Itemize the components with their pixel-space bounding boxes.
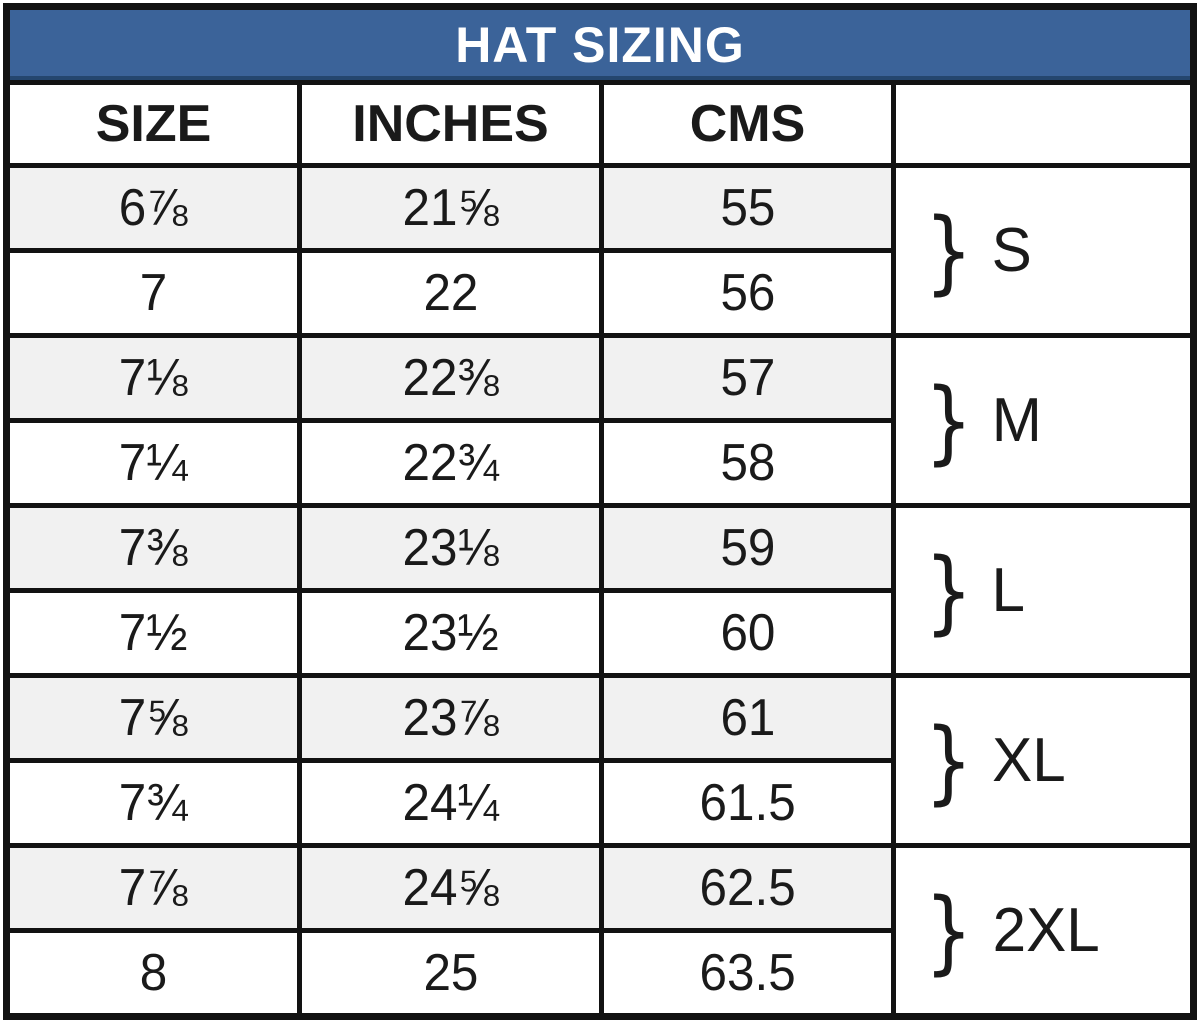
cms-cell: 55: [604, 168, 891, 248]
cms-cell: 62.5: [604, 848, 891, 928]
col-header-cms: CMS: [604, 85, 891, 163]
brace-glyph: }: [924, 367, 973, 474]
size-group-label: M: [992, 386, 1043, 455]
size-group-cell-xl: } XL: [896, 678, 1190, 843]
size-cell: 7⅞: [10, 848, 297, 928]
size-group-label: L: [991, 556, 1026, 625]
size-cell: 7¼: [10, 423, 297, 503]
col-header-group: [896, 85, 1190, 163]
cms-cell: 61: [604, 678, 891, 758]
col-header-inches: INCHES: [302, 85, 599, 163]
size-cell: 7⅛: [10, 338, 297, 418]
inches-cell: 23⅛: [302, 508, 599, 588]
table-title: HAT SIZING: [10, 10, 1190, 80]
size-cell: 8: [10, 933, 297, 1013]
cms-cell: 59: [604, 508, 891, 588]
size-group-label: S: [992, 216, 1033, 285]
cms-cell: 56: [604, 253, 891, 333]
col-header-size: SIZE: [10, 85, 297, 163]
size-group-cell-m: } M: [896, 338, 1190, 503]
inches-cell: 24⅝: [302, 848, 599, 928]
cms-cell: 57: [604, 338, 891, 418]
inches-cell: 21⅝: [302, 168, 599, 248]
inches-cell: 23½: [302, 593, 599, 673]
size-group-cell-l: } L: [896, 508, 1190, 673]
size-group-cell-s: } S: [896, 168, 1190, 333]
size-cell: 6⅞: [10, 168, 297, 248]
inches-cell: 22: [302, 253, 599, 333]
cms-cell: 58: [604, 423, 891, 503]
size-group-label: 2XL: [993, 896, 1101, 965]
inches-cell: 23⅞: [302, 678, 599, 758]
brace-glyph: }: [924, 877, 973, 984]
size-cell: 7⅝: [10, 678, 297, 758]
size-cell: 7½: [10, 593, 297, 673]
brace-glyph: }: [924, 197, 973, 304]
inches-cell: 24¼: [302, 763, 599, 843]
inches-cell: 25: [302, 933, 599, 1013]
size-cell: 7: [10, 253, 297, 333]
size-group-label: XL: [992, 726, 1067, 795]
hat-sizing-table: HAT SIZING SIZE INCHES CMS } S } M } L }…: [3, 3, 1197, 1020]
brace-glyph: }: [924, 537, 973, 644]
brace-glyph: }: [924, 707, 973, 814]
size-cell: 7⅜: [10, 508, 297, 588]
size-cell: 7¾: [10, 763, 297, 843]
cms-cell: 61.5: [604, 763, 891, 843]
cms-cell: 60: [604, 593, 891, 673]
inches-cell: 22⅜: [302, 338, 599, 418]
cms-cell: 63.5: [604, 933, 891, 1013]
size-group-cell-2xl: } 2XL: [896, 848, 1190, 1013]
inches-cell: 22¾: [302, 423, 599, 503]
